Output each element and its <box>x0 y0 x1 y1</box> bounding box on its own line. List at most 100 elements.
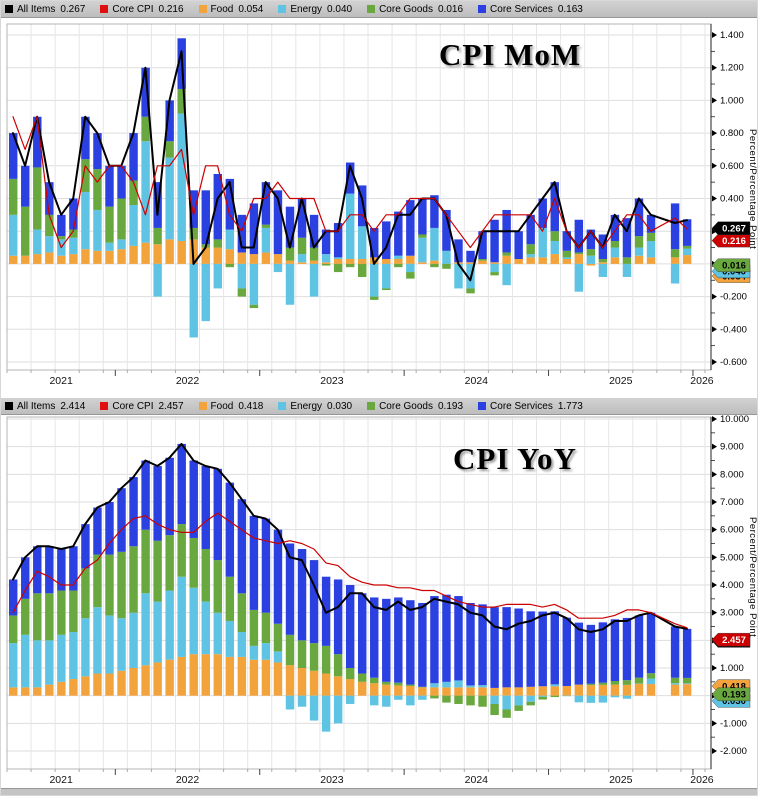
svg-text:9.000: 9.000 <box>720 442 744 453</box>
svg-text:0.600: 0.600 <box>720 161 744 172</box>
x-axis-year-label: 2023 <box>320 375 344 387</box>
svg-text:10.000: 10.000 <box>720 415 749 425</box>
svg-text:-0.400: -0.400 <box>720 324 747 335</box>
legend-label: Core Services <box>490 400 553 412</box>
legend-value: 0.054 <box>238 3 264 15</box>
y-axis-title-mom: Percent/Percentage Point <box>747 129 758 250</box>
x-axis-year-label: 2024 <box>465 774 489 786</box>
svg-text:1.000: 1.000 <box>720 95 744 106</box>
axis-layer: -0.600-0.400-0.2000.0000.2000.4000.6000.… <box>6 24 747 387</box>
legend-value: 1.773 <box>557 400 583 412</box>
legend-label: Food <box>210 3 234 15</box>
x-axis-year-label: 2023 <box>320 774 344 786</box>
legend-label: Energy <box>290 3 323 15</box>
legend-label: All Items <box>17 3 56 15</box>
svg-text:2.457: 2.457 <box>722 635 746 646</box>
legend-item-core-cpi[interactable]: Core CPI 2.457 <box>100 400 184 412</box>
energy-swatch-icon <box>278 5 287 13</box>
legend-label: Energy <box>290 400 323 412</box>
legend-item-core-cpi[interactable]: Core CPI 0.216 <box>100 3 184 15</box>
legend-label: Core CPI <box>112 3 154 15</box>
core-cpi-swatch-icon <box>100 5 109 13</box>
legend-value: 0.040 <box>327 3 353 15</box>
x-axis-year-label: 2021 <box>49 774 73 786</box>
all-items-swatch-icon <box>5 5 13 13</box>
legend-value: 0.267 <box>60 3 86 15</box>
last-value-badge <box>711 221 751 235</box>
bars-layer <box>9 38 692 338</box>
legend-item-food[interactable]: Food 0.418 <box>198 400 264 412</box>
mom-chart-canvas: -0.600-0.400-0.2000.0000.2000.4000.6000.… <box>1 18 757 398</box>
bars-layer <box>9 443 692 732</box>
x-axis-year-label: 2026 <box>690 375 714 387</box>
svg-text:5.000: 5.000 <box>720 552 744 563</box>
x-axis-year-label: 2025 <box>609 774 633 786</box>
energy-swatch-icon <box>278 402 287 410</box>
legend-label: Food <box>210 400 234 412</box>
x-axis-year-label: 2022 <box>176 774 200 786</box>
y-axis-title-yoy: Percent/Percentage Point <box>747 517 758 638</box>
svg-text:4.000: 4.000 <box>720 580 744 591</box>
all-items-swatch-icon <box>5 402 13 410</box>
legend-item-core-goods[interactable]: Core Goods 0.193 <box>367 401 463 412</box>
legend-item-core-services[interactable]: Core Services 1.773 <box>478 401 583 412</box>
x-axis-year-label: 2022 <box>176 375 200 387</box>
core-goods-swatch-icon <box>367 5 376 13</box>
svg-text:3.000: 3.000 <box>720 608 744 619</box>
core-cpi-swatch-icon <box>100 402 109 410</box>
legend-value: 2.457 <box>158 400 184 412</box>
last-value-badge <box>711 687 751 702</box>
legend-label: Core Goods <box>379 400 433 412</box>
svg-text:0.030: 0.030 <box>722 696 746 707</box>
legend-item-energy[interactable]: Energy 0.040 <box>278 4 352 15</box>
svg-text:-0.600: -0.600 <box>720 357 747 368</box>
core-services-swatch-icon <box>478 402 487 410</box>
legend-value: 0.216 <box>158 3 184 15</box>
x-axis-year-label: 2021 <box>49 375 73 387</box>
svg-text:8.000: 8.000 <box>720 469 744 480</box>
legend-item-all-items[interactable]: All Items 0.267 <box>5 4 85 15</box>
legend-item-core-goods[interactable]: Core Goods 0.016 <box>367 4 463 15</box>
legend-item-energy[interactable]: Energy 0.030 <box>278 401 352 412</box>
svg-text:0.193: 0.193 <box>722 690 746 701</box>
bottom-strip <box>1 788 757 795</box>
x-axis-year-label: 2024 <box>465 375 489 387</box>
legend-label: Core CPI <box>112 400 154 412</box>
core-goods-swatch-icon <box>367 402 376 410</box>
legend-value: 0.163 <box>557 3 583 15</box>
core-services-swatch-icon <box>478 5 487 13</box>
svg-text:-2.000: -2.000 <box>720 746 747 757</box>
svg-text:1.000: 1.000 <box>720 663 744 674</box>
lines-layer <box>12 442 688 633</box>
legend-value: 0.418 <box>238 400 264 412</box>
svg-text:0.418: 0.418 <box>722 681 746 692</box>
svg-text:0.216: 0.216 <box>722 236 746 247</box>
svg-text:0.400: 0.400 <box>720 194 744 205</box>
yoy-chart-canvas: -2.000-1.0000.0001.0002.0003.0004.0005.0… <box>1 415 757 793</box>
svg-text:1.200: 1.200 <box>720 63 744 74</box>
food-swatch-icon <box>198 5 207 13</box>
lines-layer <box>12 50 688 282</box>
svg-text:7.000: 7.000 <box>720 497 744 508</box>
legend-item-all-items[interactable]: All Items 2.414 <box>5 401 85 412</box>
last-value-badge <box>711 258 751 272</box>
legend-value: 2.414 <box>60 400 86 412</box>
svg-text:6.000: 6.000 <box>720 525 744 536</box>
legend-value: 0.016 <box>438 3 464 15</box>
legend-value: 0.030 <box>327 400 353 412</box>
legend-label: Core Services <box>490 3 553 15</box>
legend-label: All Items <box>17 400 56 412</box>
svg-text:0.800: 0.800 <box>720 128 744 139</box>
legend-item-core-services[interactable]: Core Services 0.163 <box>478 4 583 15</box>
last-value-badge <box>711 233 751 248</box>
svg-text:0.040: 0.040 <box>722 267 746 278</box>
chart-title-yoy: CPI YoY <box>453 441 577 476</box>
food-swatch-icon <box>198 402 207 410</box>
legend-item-food[interactable]: Food 0.054 <box>198 3 264 15</box>
svg-text:0.267: 0.267 <box>722 223 746 234</box>
x-axis-year-label: 2025 <box>609 375 633 387</box>
chart-title-mom: CPI MoM <box>439 37 582 72</box>
